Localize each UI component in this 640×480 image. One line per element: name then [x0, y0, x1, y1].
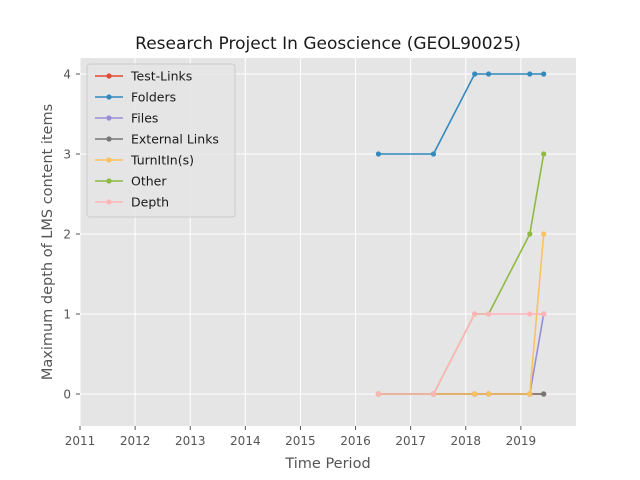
legend-swatch-marker — [106, 94, 112, 100]
data-point-folders — [472, 71, 478, 77]
legend-item-test-links: Test-Links — [95, 69, 192, 84]
x-tick-label: 2012 — [120, 434, 151, 448]
legend-label: Folders — [131, 90, 176, 105]
x-tick-label: 2017 — [395, 434, 426, 448]
x-tick-label: 2011 — [65, 434, 96, 448]
legend-swatch-marker — [106, 73, 112, 79]
data-point-depth — [527, 311, 533, 317]
series-folders — [375, 71, 547, 157]
legend-label: Test-Links — [130, 69, 192, 84]
series-layer — [375, 71, 547, 397]
legend-swatch-marker — [106, 178, 112, 184]
x-tick-label: 2014 — [230, 434, 261, 448]
legend-swatch-marker — [106, 199, 112, 205]
data-point-turnitin-s — [527, 391, 533, 397]
legend-label: Other — [131, 174, 167, 189]
legend-label: TurnItIn(s) — [130, 153, 194, 168]
y-tick-label: 4 — [63, 68, 71, 82]
data-point-depth — [375, 391, 382, 397]
x-tick-label: 2018 — [451, 434, 482, 448]
axes: 2011 2012 2013 2014 2015 2016 2017 2018 2019 0 1 2 3… — [63, 68, 536, 449]
data-point-folders — [541, 71, 547, 77]
y-tick-label: 0 — [63, 388, 71, 402]
x-tick-label: 2016 — [340, 434, 371, 448]
legend-item-files: Files — [95, 111, 158, 126]
legend-item-turnitin-s: TurnItIn(s) — [95, 153, 194, 168]
x-axis-label: Time Period — [284, 456, 370, 472]
y-tick-label: 1 — [63, 308, 71, 322]
legend-label: External Links — [131, 132, 219, 147]
data-point-depth — [430, 391, 437, 397]
y-tick-label: 2 — [63, 228, 71, 242]
data-point-turnitin-s — [472, 391, 478, 397]
legend-item-depth: Depth — [95, 195, 169, 210]
legend: Test-Links Folders Files External Links Turn… — [86, 63, 236, 218]
data-point-depth — [485, 311, 492, 317]
legend-swatch-marker — [106, 136, 112, 142]
data-point-folders — [485, 71, 492, 77]
y-tick-label: 3 — [63, 148, 71, 162]
legend-item-folders: Folders — [95, 90, 176, 105]
legend-item-other: Other — [95, 174, 167, 189]
data-point-folders — [527, 71, 533, 77]
legend-box — [86, 63, 236, 218]
data-point-other — [541, 151, 547, 157]
data-point-folders — [375, 151, 382, 157]
x-tick-label: 2015 — [285, 434, 316, 448]
data-point-turnitin-s — [541, 231, 547, 237]
chart-title: Research Project In Geoscience (GEOL9002… — [135, 34, 521, 54]
data-point-folders — [430, 151, 437, 157]
legend-label: Depth — [131, 195, 169, 210]
data-point-depth — [472, 311, 478, 317]
legend-label: Files — [131, 111, 158, 126]
data-point-turnitin-s — [485, 391, 492, 397]
y-axis-label: Maximum depth of LMS content items — [40, 104, 56, 380]
x-tick-label: 2019 — [506, 434, 537, 448]
legend-swatch-marker — [106, 157, 112, 163]
legend-swatch-marker — [106, 115, 112, 121]
data-point-depth — [541, 311, 547, 317]
data-point-other — [527, 231, 533, 237]
legend-item-external-links: External Links — [95, 132, 219, 147]
series-depth — [375, 311, 547, 397]
x-tick-label: 2013 — [175, 434, 206, 448]
data-point-external-links — [541, 391, 547, 397]
